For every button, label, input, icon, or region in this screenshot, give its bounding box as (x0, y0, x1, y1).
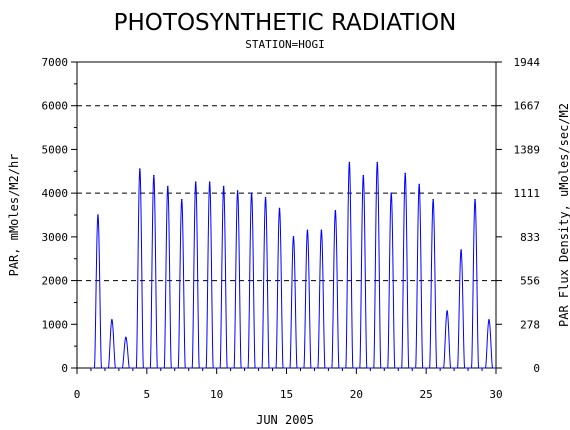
y-tick-label-right: 0 (533, 362, 540, 375)
daily-peak-point (348, 161, 351, 164)
y-axis-right: 0 278 556 833 1111 1389 1667 1944 (496, 56, 540, 375)
daily-peak-point (222, 185, 225, 188)
daily-peak-point (208, 181, 211, 184)
daily-peak-point (418, 183, 420, 186)
daily-peak-point (488, 319, 490, 321)
daily-peak-point (390, 192, 393, 194)
daily-peak-point (320, 229, 323, 232)
chart-subtitle: STATION=HOGI (245, 38, 324, 51)
daily-peak-point (153, 174, 155, 177)
x-tick-label: 25 (420, 388, 433, 401)
daily-peak-point (194, 181, 197, 184)
y-tick-label-left: 4000 (42, 187, 69, 200)
y-tick-label-left: 3000 (42, 231, 69, 244)
par-series (90, 161, 496, 369)
daily-peak-point (111, 319, 113, 321)
daily-peak-point (97, 214, 99, 216)
y-tick-label-right: 278 (520, 318, 540, 331)
gridlines (77, 105, 496, 282)
daily-peak-point (460, 249, 462, 251)
x-tick-label: 0 (74, 388, 81, 401)
x-tick-label: 10 (210, 388, 223, 401)
daily-peak-point (125, 336, 127, 339)
y-tick-label-left: 5000 (42, 143, 69, 156)
daily-peak-point (292, 236, 295, 238)
y-tick-label-right: 1667 (514, 100, 541, 113)
y-tick-label-right: 1389 (514, 143, 541, 156)
y-tick-label-left: 1000 (42, 318, 69, 331)
daily-peak-point (306, 229, 309, 232)
daily-peak-point (236, 190, 239, 192)
plot-frame (76, 61, 497, 369)
y-tick-label-right: 833 (520, 231, 540, 244)
daily-peak-point (250, 192, 253, 194)
x-tick-label: 20 (350, 388, 363, 401)
daily-peak-point (474, 198, 476, 201)
y-tick-label-right: 1944 (514, 56, 541, 69)
daily-peak-point (334, 209, 337, 212)
y-axis-label-right: PAR Flux Density, uMoles/sec/M2 (557, 103, 570, 327)
x-axis: 0 5 10 15 20 25 30 (74, 368, 503, 401)
x-tick-label: 5 (144, 388, 151, 401)
y-axis-left: 0 1000 2000 3000 4000 5000 6000 7000 (42, 56, 77, 375)
daily-peak-point (432, 198, 434, 201)
daily-peak-point (446, 310, 448, 312)
x-axis-label: JUN 2005 (256, 413, 314, 427)
chart-title: PHOTOSYNTHETIC RADIATION (114, 10, 457, 36)
y-tick-label-left: 7000 (42, 56, 69, 69)
x-tick-label: 15 (280, 388, 293, 401)
y-tick-label-left: 0 (61, 362, 68, 375)
y-tick-label-right: 1111 (514, 187, 541, 200)
daily-peak-point (278, 207, 281, 210)
x-tick-label: 30 (489, 388, 502, 401)
y-tick-label-left: 6000 (42, 100, 69, 113)
daily-peak-point (139, 168, 141, 170)
daily-peak-point (166, 185, 169, 188)
y-tick-label-left: 2000 (42, 275, 69, 288)
daily-peak-point (362, 174, 365, 177)
y-axis-label-left: PAR, mMoles/M2/hr (7, 154, 21, 277)
daily-peak-point (264, 196, 267, 199)
y-tick-label-right: 556 (520, 275, 540, 288)
daily-peak-point (404, 172, 407, 175)
daily-peak-point (376, 161, 379, 164)
daily-peak-point (180, 198, 183, 201)
